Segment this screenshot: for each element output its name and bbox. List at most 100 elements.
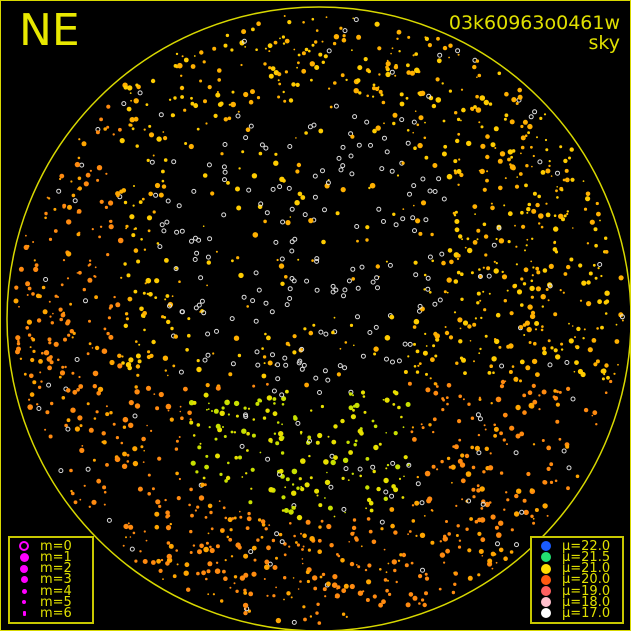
star-marker (411, 426, 414, 429)
star-marker (94, 345, 100, 351)
star-marker (396, 174, 400, 177)
star-marker (209, 545, 212, 549)
star-marker (179, 410, 182, 413)
star-marker (72, 389, 78, 395)
star-marker (287, 296, 293, 301)
star-marker (238, 272, 244, 279)
star-marker (368, 142, 373, 148)
star-marker (217, 68, 222, 73)
brightness-label: μ=20.0 (562, 572, 611, 588)
star-marker (341, 588, 347, 594)
star-marker (358, 91, 362, 95)
star-marker (444, 330, 450, 336)
star-marker (186, 587, 191, 592)
star-marker (156, 136, 162, 142)
star-marker (449, 259, 454, 265)
brightness-label: μ=17.0 (562, 605, 611, 621)
star-marker (202, 357, 208, 363)
star-marker (495, 312, 501, 318)
star-marker (414, 67, 420, 74)
star-marker (128, 400, 134, 406)
star-marker (520, 210, 524, 215)
star-marker (72, 331, 76, 335)
star-marker (409, 70, 415, 76)
star-marker (183, 386, 188, 392)
star-marker (125, 317, 129, 321)
star-marker (479, 299, 482, 302)
star-marker (195, 470, 199, 474)
star-marker (421, 426, 425, 430)
star-marker (233, 400, 240, 407)
star-marker (260, 519, 266, 524)
star-marker (88, 263, 92, 266)
star-marker (515, 263, 519, 266)
star-marker (550, 175, 553, 177)
star-marker (288, 98, 294, 103)
star-marker (379, 166, 385, 172)
star-marker (199, 442, 202, 445)
star-marker (318, 52, 323, 57)
star-marker (206, 284, 209, 287)
star-marker (192, 257, 198, 262)
star-marker (501, 274, 508, 280)
star-marker (472, 495, 476, 499)
star-marker (326, 471, 328, 474)
star-marker (597, 262, 603, 267)
star-marker (106, 104, 111, 109)
star-marker (139, 550, 142, 553)
star-marker (123, 200, 128, 205)
star-marker (410, 215, 416, 221)
star-marker (166, 319, 171, 325)
star-marker (523, 334, 526, 336)
star-marker (283, 576, 287, 580)
star-marker (46, 382, 52, 388)
star-marker (256, 96, 261, 100)
star-marker (535, 372, 540, 377)
star-marker (192, 544, 196, 547)
star-marker (507, 149, 513, 155)
star-marker (150, 78, 156, 84)
star-marker (376, 206, 382, 212)
star-marker (462, 320, 469, 326)
star-marker (419, 532, 426, 538)
star-marker (239, 40, 245, 46)
star-marker (277, 95, 281, 99)
star-marker (513, 450, 519, 456)
star-marker (455, 138, 460, 144)
star-marker (339, 26, 343, 30)
star-marker (541, 439, 545, 442)
star-marker (436, 468, 439, 471)
star-marker (395, 580, 398, 584)
star-marker (390, 52, 392, 55)
star-marker (325, 16, 328, 19)
star-marker (553, 226, 559, 232)
star-marker (535, 266, 540, 271)
star-marker (513, 376, 519, 382)
star-marker (299, 580, 302, 583)
star-marker (277, 79, 280, 82)
star-marker (160, 558, 164, 562)
star-marker (392, 403, 396, 406)
star-marker (580, 371, 586, 378)
star-marker (351, 472, 354, 475)
star-marker (529, 488, 534, 492)
star-marker (476, 238, 479, 241)
star-marker (513, 283, 518, 288)
star-marker (189, 551, 193, 554)
star-marker (196, 302, 202, 308)
star-marker (279, 176, 285, 182)
star-marker (473, 360, 475, 363)
star-marker (69, 468, 73, 473)
star-marker (604, 363, 609, 368)
star-marker (275, 617, 282, 624)
star-marker (455, 534, 459, 537)
star-marker (65, 251, 72, 257)
star-marker (315, 29, 319, 32)
star-marker (490, 202, 493, 205)
star-marker (323, 459, 329, 465)
star-marker (487, 465, 494, 471)
star-marker (527, 123, 533, 130)
star-marker (257, 518, 262, 522)
star-marker (464, 246, 467, 249)
star-marker (128, 123, 132, 127)
